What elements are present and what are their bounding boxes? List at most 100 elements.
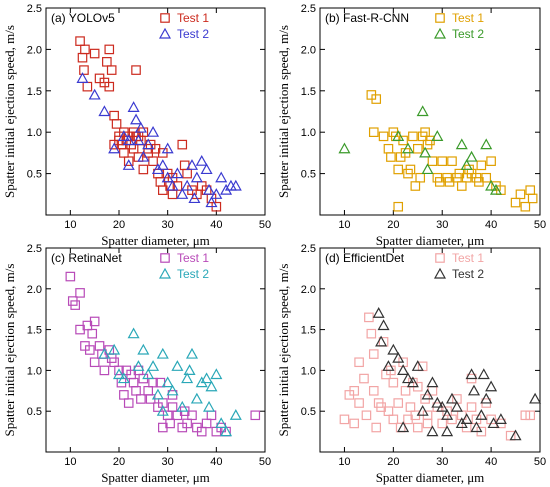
- data-point: [196, 426, 207, 437]
- data-point: [412, 422, 423, 433]
- y-tick-label: 2.5: [301, 3, 316, 15]
- data-point: [421, 163, 434, 175]
- data-point: [195, 154, 208, 166]
- plot-frame: [45, 7, 266, 216]
- data-point: [99, 365, 110, 376]
- data-point: [450, 400, 463, 412]
- x-axis-label: Spatter diameter, μm: [101, 233, 210, 248]
- data-point: [84, 345, 95, 355]
- legend-marker: [158, 27, 172, 39]
- data-point: [415, 172, 426, 183]
- data-point: [123, 156, 134, 166]
- x-tick-label: 50: [259, 219, 271, 231]
- data-point: [142, 368, 155, 380]
- data-point: [205, 196, 218, 208]
- data-point: [147, 360, 160, 371]
- data-point: [161, 142, 174, 154]
- data-point: [76, 72, 89, 83]
- chart-panel-3: 10 20 30 40 50 0.5 1.0 1.5 2.0 2.5 Spatter diamete…: [276, 243, 546, 485]
- y-tick-label: 2.0: [27, 284, 42, 296]
- series-0-points: [75, 36, 222, 212]
- data-point: [98, 347, 111, 359]
- data-point: [171, 360, 184, 371]
- data-point: [431, 130, 444, 141]
- data-point: [142, 138, 155, 150]
- y-tick-label: 1.5: [301, 86, 316, 98]
- data-point: [94, 341, 105, 351]
- data-point: [421, 388, 434, 400]
- data-point: [485, 179, 498, 191]
- data-point: [411, 360, 424, 371]
- data-point: [109, 357, 119, 368]
- data-point: [161, 171, 174, 183]
- legend-label: Test 2: [452, 27, 484, 41]
- data-point: [127, 327, 140, 339]
- data-point: [167, 189, 178, 200]
- x-tick-label: 30: [162, 456, 174, 468]
- data-point: [104, 81, 115, 92]
- data-point: [137, 343, 150, 355]
- legend-label: Test 1: [177, 11, 209, 25]
- y-tick-label: 2.5: [27, 3, 42, 15]
- data-point: [368, 127, 379, 137]
- data-point: [123, 398, 134, 408]
- y-tick-label: 2.0: [301, 44, 316, 56]
- panel-title: (c) RetinaNet: [51, 251, 122, 265]
- y-tick-label: 1.5: [27, 86, 42, 98]
- data-point: [88, 88, 101, 100]
- y-tick-label: 1.5: [301, 325, 316, 337]
- data-point: [400, 386, 411, 396]
- data-point: [190, 392, 203, 404]
- data-point: [206, 410, 217, 421]
- data-point: [132, 360, 145, 371]
- data-point: [460, 159, 473, 170]
- data-point: [122, 159, 135, 170]
- x-tick-label: 50: [534, 456, 546, 468]
- data-point: [89, 316, 100, 327]
- data-point: [485, 380, 498, 392]
- y-tick-label: 0.5: [301, 406, 316, 418]
- data-point: [210, 368, 223, 380]
- data-point: [388, 377, 399, 388]
- panel-title: (b) Fast-R-CNN: [325, 11, 409, 25]
- x-axis-label: Spatter diameter, μm: [376, 233, 485, 248]
- data-point: [185, 347, 199, 359]
- data-point: [378, 131, 389, 142]
- data-point: [200, 163, 213, 175]
- data-point: [349, 418, 360, 429]
- data-point: [131, 65, 141, 75]
- data-point: [372, 307, 385, 318]
- data-point: [77, 52, 88, 63]
- data-point: [368, 386, 379, 396]
- data-point: [182, 168, 192, 179]
- plot-frame: [45, 247, 266, 453]
- data-point: [102, 57, 112, 67]
- data-point: [366, 328, 377, 339]
- data-point: [422, 418, 433, 429]
- x-axis-label: Spatter diameter, μm: [376, 470, 485, 485]
- x-axis-label: Spatter diameter, μm: [101, 470, 210, 485]
- data-point: [410, 181, 421, 191]
- data-point: [171, 167, 184, 179]
- data-point: [371, 94, 382, 104]
- data-point: [416, 404, 429, 416]
- data-point: [477, 368, 490, 380]
- y-axis-label: Spatter initial ejection speed, m/s: [276, 264, 291, 437]
- data-point: [529, 392, 542, 404]
- data-point: [339, 414, 350, 425]
- data-point: [436, 400, 449, 412]
- data-point: [210, 188, 223, 199]
- legend-marker: [435, 13, 445, 23]
- data-point: [515, 189, 526, 200]
- x-tick-label: 50: [534, 219, 546, 231]
- data-point: [475, 409, 488, 420]
- legend-label: Test 2: [177, 27, 209, 41]
- y-axis-label: Spatter initial ejection speed, m/s: [2, 25, 17, 198]
- data-point: [386, 152, 396, 162]
- data-point: [382, 360, 395, 371]
- data-point: [80, 44, 90, 55]
- data-point: [510, 197, 521, 208]
- data-point: [476, 160, 487, 171]
- data-point: [520, 410, 531, 421]
